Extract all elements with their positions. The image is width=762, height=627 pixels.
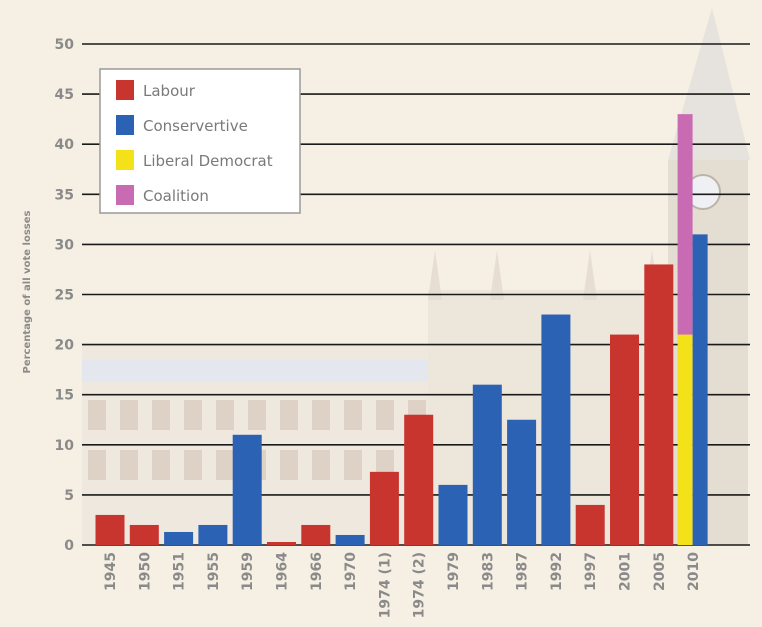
y-tick-label: 30 [55, 237, 75, 253]
x-tick-label: 1951 [172, 552, 188, 591]
y-tick-label: 5 [64, 488, 74, 504]
y-tick-labels: 0 5 10 15 20 25 30 35 40 45 50 [55, 37, 75, 554]
x-tick-label: 1945 [103, 552, 119, 591]
bar [198, 524, 228, 545]
bar [404, 414, 434, 545]
y-tick-label: 25 [55, 288, 74, 304]
x-tick-label: 2005 [652, 552, 668, 591]
x-tick-label: 1964 [275, 552, 291, 591]
y-tick-label: 45 [55, 87, 74, 103]
legend-label: Labour [143, 82, 196, 100]
x-tick-label: 1987 [515, 552, 531, 591]
x-tick-label: 1974 (2) [412, 552, 428, 618]
legend-swatch [116, 185, 134, 205]
x-tick-label: 1997 [583, 552, 599, 591]
bar [335, 534, 365, 545]
legend-label: Conservertive [143, 117, 248, 135]
x-tick-label: 1970 [343, 552, 359, 591]
legend: Labour Conservertive Liberal Democrat Coali… [99, 68, 301, 214]
bar [692, 234, 708, 545]
bar [644, 264, 674, 545]
bar [541, 314, 571, 545]
bars [95, 114, 708, 545]
bar [438, 484, 468, 545]
x-tick-label: 1974 (1) [377, 552, 393, 618]
legend-swatch [116, 80, 134, 100]
bar [610, 334, 639, 545]
legend-swatch [116, 115, 134, 135]
legend-label: Coalition [143, 187, 209, 205]
y-tick-label: 40 [55, 137, 75, 153]
x-tick-label: 1966 [309, 552, 325, 591]
y-tick-label: 20 [55, 338, 75, 354]
x-tick-label: 2010 [686, 552, 702, 591]
y-tick-label: 10 [55, 438, 75, 454]
legend-swatch [116, 150, 134, 170]
bar [301, 524, 331, 545]
y-axis-label: Percentage of all vote losses [22, 210, 33, 373]
bar-segment [677, 334, 693, 545]
bar [507, 419, 537, 545]
bar [575, 504, 605, 545]
bar [129, 524, 159, 545]
bar [472, 384, 502, 545]
x-tick-label: 1950 [137, 552, 153, 591]
bar [95, 514, 125, 545]
x-tick-label: 1979 [446, 552, 462, 591]
y-tick-label: 50 [55, 37, 75, 53]
bar-segment [677, 114, 693, 335]
x-tick-label: 2001 [618, 552, 634, 591]
y-tick-label: 15 [55, 388, 74, 404]
x-tick-label: 1992 [549, 552, 565, 591]
bar [232, 434, 262, 545]
bar [267, 541, 296, 545]
legend-label: Liberal Democrat [143, 152, 273, 170]
x-tick-label: 1955 [206, 552, 222, 591]
y-tick-label: 0 [64, 538, 74, 554]
bar [164, 531, 194, 545]
x-tick-label: 1959 [240, 552, 256, 591]
bar [369, 471, 399, 545]
x-tick-label: 1983 [480, 552, 496, 591]
x-tick-labels: 1945 1950 1951 1955 1959 1964 1966 1970 1974 (1)… [103, 552, 702, 619]
y-tick-label: 35 [55, 187, 74, 203]
